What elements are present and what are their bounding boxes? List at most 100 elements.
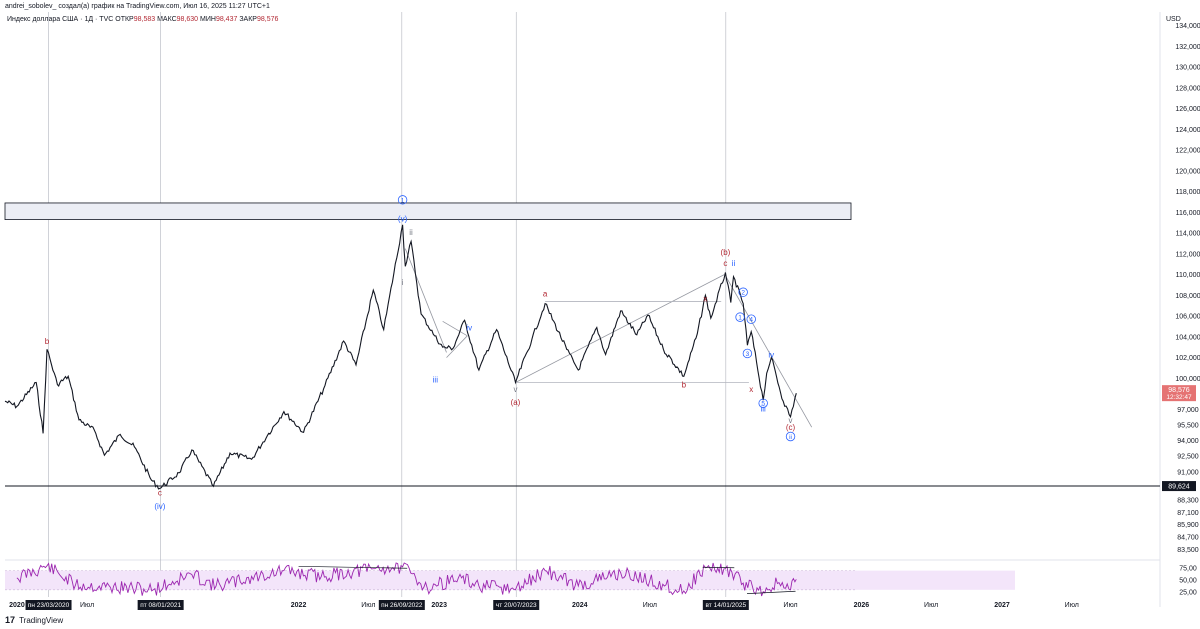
wave-label-circle xyxy=(397,195,408,205)
wave-label: x xyxy=(749,385,753,394)
price-axis-label: 132,000 xyxy=(1175,44,1200,51)
wave-label: iii xyxy=(761,404,767,413)
wave-label-circle xyxy=(785,431,796,442)
wave-label-circle xyxy=(758,398,768,408)
ohlc-open-value: 98,583 xyxy=(133,16,156,23)
wave-label: (iv) xyxy=(154,502,165,511)
price-axis-label: 128,000 xyxy=(1175,85,1200,92)
wave-label: iv xyxy=(466,324,472,333)
wave-label-circle xyxy=(738,287,748,297)
resistance-zone-box xyxy=(4,202,852,220)
time-axis-label: 2026 xyxy=(854,602,870,609)
date-marker-tag-label: чт 20/07/2023 xyxy=(496,602,537,609)
wave-label: i xyxy=(402,278,404,287)
wave-label-circle xyxy=(735,312,745,322)
trendline xyxy=(515,274,725,383)
trendline xyxy=(442,320,468,337)
price-series-line xyxy=(4,224,797,490)
time-axis-label: 2022 xyxy=(291,602,307,609)
rsi-series-line xyxy=(16,562,797,597)
wave-label: ii xyxy=(789,434,792,441)
ohlc-low-value: 98,437 xyxy=(215,16,238,23)
wave-label: ii xyxy=(732,259,736,268)
wave-label: 4 xyxy=(749,317,753,324)
date-marker-tag xyxy=(378,600,425,610)
price-axis-label: 84,700 xyxy=(1177,535,1199,542)
wave-label: 1 xyxy=(738,315,742,322)
wave-label-circle xyxy=(746,314,756,324)
date-marker-tag-label: пт 08/01/2021 xyxy=(140,602,181,609)
tradingview-brand: TradingView xyxy=(19,616,64,625)
rsi-divergence-line xyxy=(746,590,796,594)
time-axis-label: Июл xyxy=(643,602,657,609)
support-price-tag xyxy=(1162,481,1196,492)
support-price-tag-label: 89,624 xyxy=(1168,484,1190,491)
time-axis-label: Июл xyxy=(924,602,938,609)
ohlc-low: МИН98,437 xyxy=(200,16,237,23)
chart-author-line: andrei_sobolev_ создал(а) график на Trad… xyxy=(5,3,270,10)
date-marker-tag-label: пн 26/09/2022 xyxy=(381,602,423,609)
wave-label: (v) xyxy=(398,215,408,224)
wave-label: b xyxy=(45,337,50,346)
wave-label: a xyxy=(543,289,548,298)
rsi-axis-label: 50,00 xyxy=(1179,578,1197,585)
time-axis-label: 2023 xyxy=(431,602,447,609)
wave-label: v xyxy=(513,385,517,394)
price-axis-label: 112,000 xyxy=(1176,251,1200,258)
date-marker-tag xyxy=(137,600,184,610)
tradingview-footer: 17 TradingView xyxy=(5,615,63,625)
date-marker-tag xyxy=(493,600,540,610)
wave-label: 5 xyxy=(761,401,765,408)
last-price-value: 98,576 xyxy=(1168,387,1190,394)
wave-label: (c) xyxy=(786,423,796,432)
ohlc-open-label: ОТКР xyxy=(115,16,134,23)
price-axis-currency: USD xyxy=(1166,16,1181,23)
price-axis-label: 104,000 xyxy=(1175,334,1200,341)
ohlc-open: ОТКР98,583 xyxy=(115,16,155,23)
date-marker-tag-label: вт 14/01/2025 xyxy=(706,602,747,609)
price-axis-label: 102,000 xyxy=(1175,355,1200,362)
wave-label: 2 xyxy=(741,290,745,297)
wave-label: ii xyxy=(409,228,413,237)
ohlc-high: МАКС98,630 xyxy=(157,16,198,23)
wave-label: iv xyxy=(768,351,774,360)
time-axis-label: 2020 xyxy=(9,602,25,609)
price-axis-label: 120,000 xyxy=(1175,168,1200,175)
price-axis-label: 114,000 xyxy=(1176,231,1200,238)
ohlc-close: ЗАКР98,576 xyxy=(239,16,278,23)
ohlc-close-value: 98,576 xyxy=(256,16,279,23)
wave-label: 1 xyxy=(401,197,405,204)
price-axis-label: 92,500 xyxy=(1177,454,1199,461)
wave-label: iii xyxy=(433,375,439,384)
last-price-countdown: 12:32:47 xyxy=(1166,394,1192,401)
wave-label: b xyxy=(682,381,687,390)
trendline xyxy=(725,275,813,428)
wave-label: v xyxy=(789,416,793,425)
time-axis-label: 2024 xyxy=(572,602,588,609)
wave-label: c xyxy=(158,489,162,498)
date-marker-tag-label: пн 23/03/2020 xyxy=(28,602,70,609)
symbol-name: Индекс доллара США · 1Д · TVC xyxy=(7,16,114,23)
wave-label: (b) xyxy=(721,248,731,257)
date-marker-tag xyxy=(702,600,749,610)
wave-label: (a) xyxy=(511,398,521,407)
tradingview-logo-icon: 17 xyxy=(5,615,16,625)
ohlc-close-label: ЗАКР xyxy=(239,16,257,23)
ohlc-high-value: 98,630 xyxy=(176,16,199,23)
price-axis-label: 85,900 xyxy=(1177,522,1199,529)
time-axis-label: 2027 xyxy=(994,602,1010,609)
wave-label: c xyxy=(723,259,727,268)
time-axis-label: Июл xyxy=(1065,602,1079,609)
price-axis-label: 97,000 xyxy=(1177,407,1199,414)
wave-label-circle xyxy=(742,348,753,359)
rsi-axis-label: 25,00 xyxy=(1179,590,1197,597)
price-axis-label: 100,000 xyxy=(1175,376,1200,383)
price-axis-label: 134,000 xyxy=(1175,23,1200,30)
price-axis-label: 122,000 xyxy=(1175,148,1200,155)
price-axis-label: 130,000 xyxy=(1175,65,1200,72)
rsi-band xyxy=(5,570,1015,590)
price-axis-label: 88,300 xyxy=(1177,497,1199,504)
price-axis-label: 110,000 xyxy=(1176,272,1200,279)
price-axis-label: 94,000 xyxy=(1177,438,1199,445)
